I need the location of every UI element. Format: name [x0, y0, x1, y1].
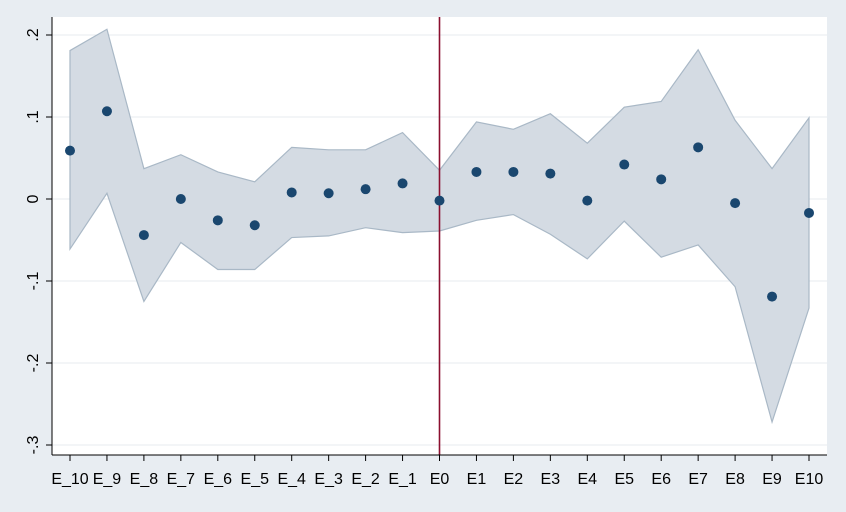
data-point-e-5 — [249, 220, 260, 231]
x-tick-label: E0 — [430, 471, 450, 488]
data-point-e-8 — [138, 230, 149, 241]
x-tick-label: E_3 — [314, 471, 343, 488]
data-point-e-3 — [323, 188, 334, 199]
x-tick-label: E_4 — [277, 471, 306, 488]
data-points — [65, 106, 814, 302]
x-tick-label: E8 — [725, 471, 745, 488]
data-point-e8 — [730, 198, 741, 209]
x-axis-ticks: E_10 E_9 E_8 E_7 E_6 E_5 E_4 E_3 E_2 E_1 E0 E1 E2 E3 E… — [51, 455, 823, 488]
x-tick-label: E_2 — [351, 471, 380, 488]
data-point-e-9 — [101, 106, 112, 117]
data-point-e6 — [656, 174, 667, 185]
y-tick-label: 0 — [25, 194, 42, 203]
data-point-e3 — [545, 168, 556, 179]
data-point-e1 — [471, 166, 482, 177]
x-tick-label: E_9 — [93, 471, 122, 488]
x-tick-label: E10 — [795, 471, 824, 488]
x-tick-label: E_6 — [204, 471, 233, 488]
x-tick-label: E_5 — [241, 471, 270, 488]
x-tick-label: E_8 — [130, 471, 159, 488]
data-point-e2 — [508, 166, 519, 177]
y-tick-label: .2 — [25, 28, 42, 41]
data-point-e-1 — [397, 178, 408, 189]
x-tick-label: E3 — [541, 471, 561, 488]
x-tick-label: E_1 — [388, 471, 417, 488]
x-tick-label: E_10 — [51, 471, 88, 488]
y-tick-label: -.2 — [25, 354, 42, 373]
data-point-e-6 — [212, 215, 223, 226]
data-point-e-2 — [360, 184, 371, 195]
data-point-e7 — [693, 142, 704, 153]
x-tick-label: E7 — [688, 471, 708, 488]
x-tick-label: E_7 — [167, 471, 196, 488]
x-tick-label: E6 — [651, 471, 671, 488]
x-tick-label: E9 — [762, 471, 782, 488]
data-point-e0 — [434, 195, 445, 206]
x-tick-label: E4 — [578, 471, 598, 488]
y-tick-label: .1 — [25, 110, 42, 123]
y-tick-label: -.1 — [25, 272, 42, 291]
data-point-e4 — [582, 195, 593, 206]
data-point-e-4 — [286, 187, 297, 198]
y-axis-ticks: -.3 -.2 -.1 0 .1 .2 — [25, 28, 52, 454]
y-tick-label: -.3 — [25, 436, 42, 455]
data-point-e9 — [767, 291, 778, 302]
x-tick-label: E2 — [504, 471, 524, 488]
x-tick-label: E5 — [614, 471, 634, 488]
data-point-e5 — [619, 159, 630, 170]
data-point-e-7 — [175, 194, 186, 204]
data-point-e-10 — [65, 145, 75, 156]
x-tick-label: E1 — [467, 471, 487, 488]
data-point-e10 — [804, 207, 814, 218]
